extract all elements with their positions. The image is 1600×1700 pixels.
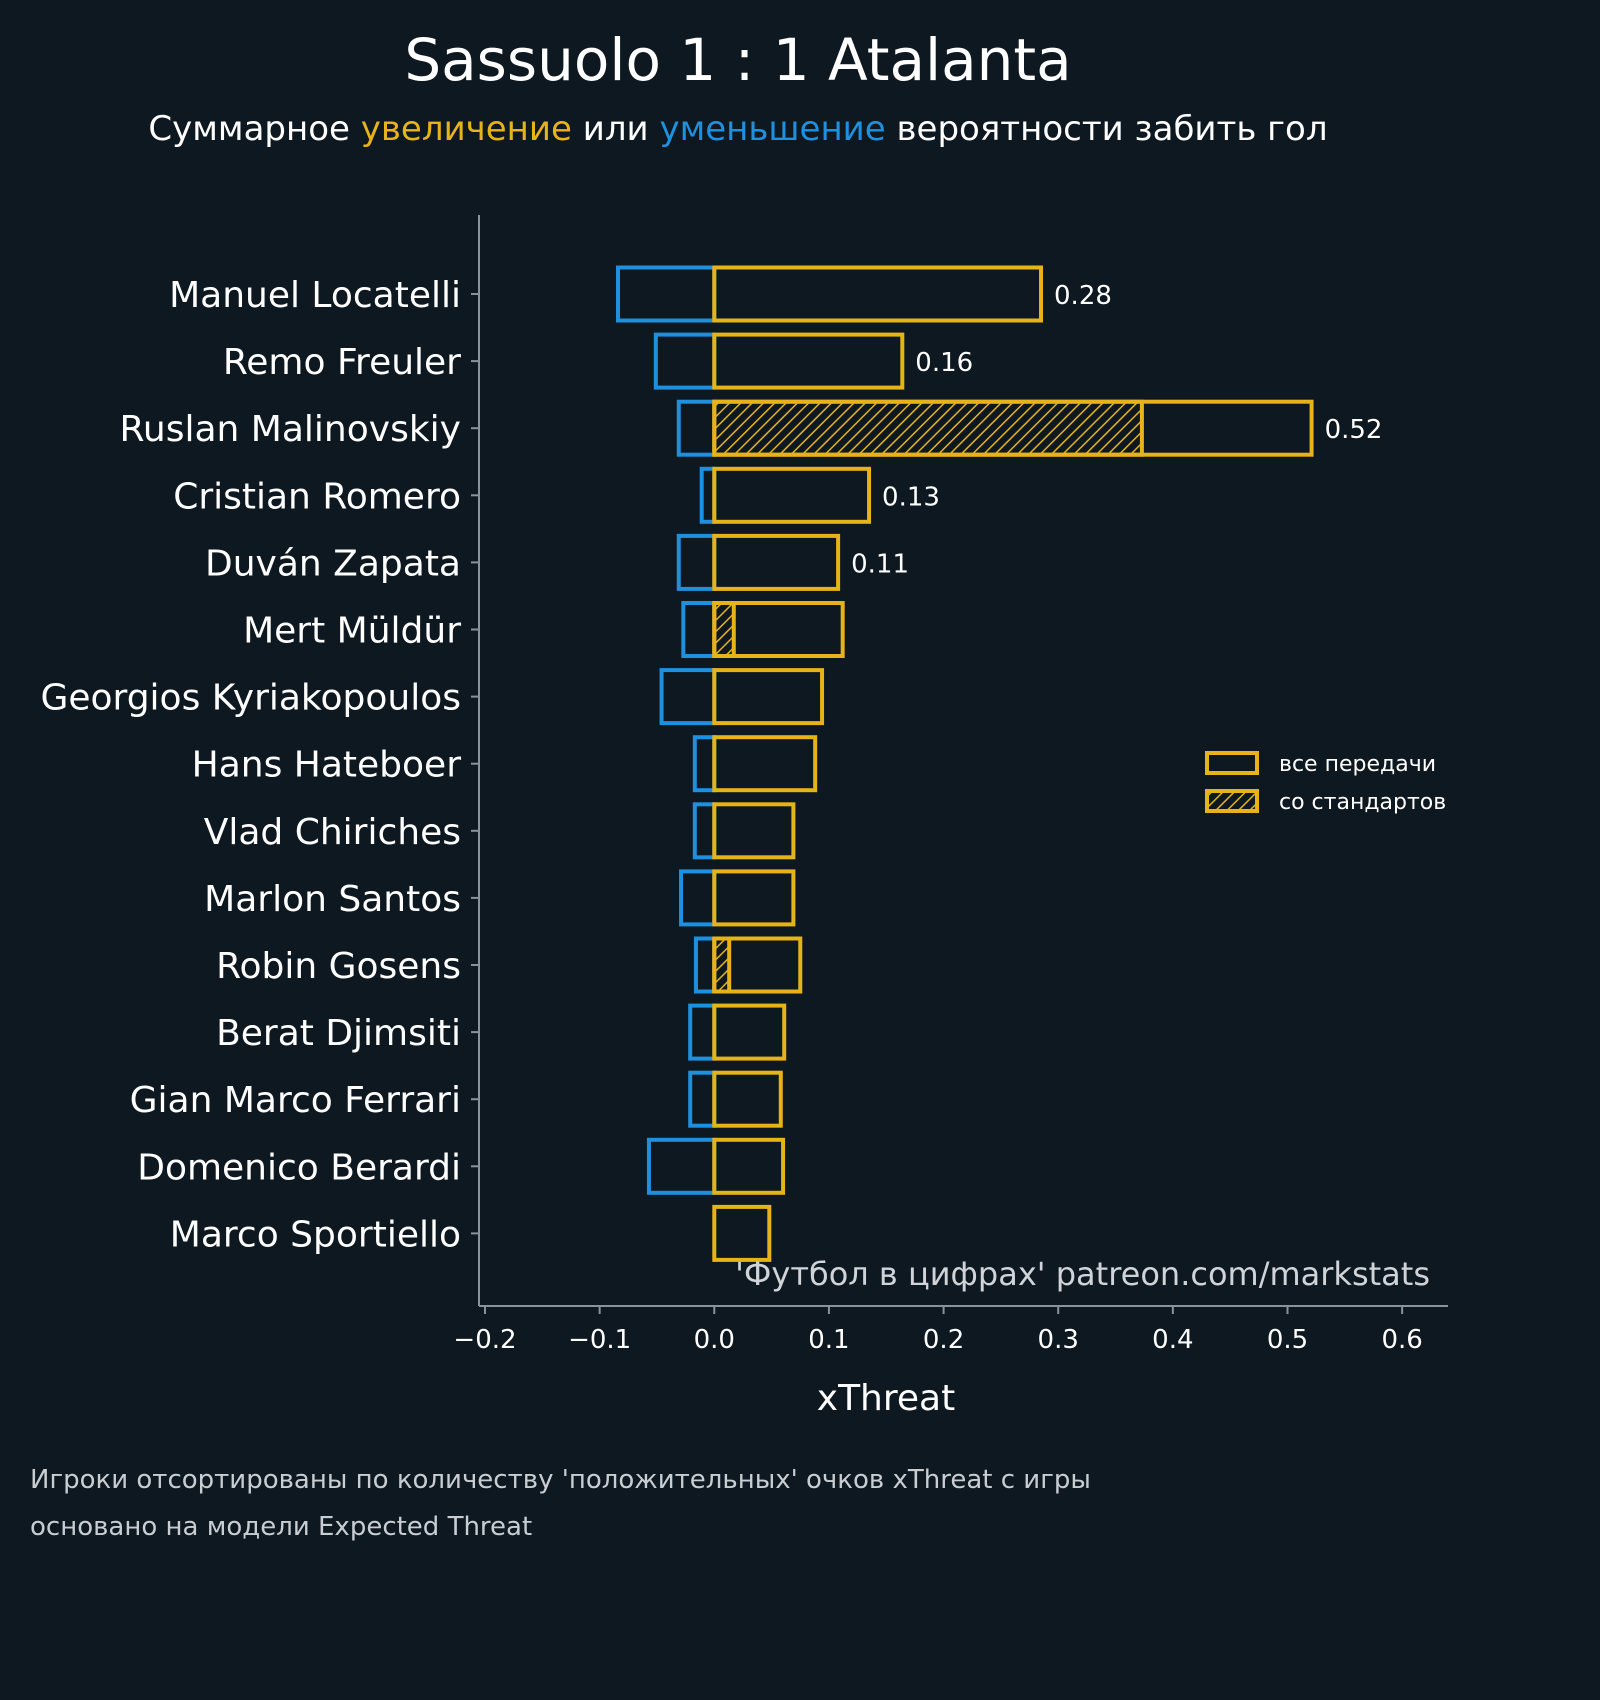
bar-negative (659, 668, 717, 726)
subtitle-post: вероятности забить гол (886, 109, 1328, 149)
bar-negative (692, 802, 717, 860)
bar-negative (693, 936, 717, 994)
bar-all-passes (712, 399, 1314, 457)
bar-negative (646, 1137, 717, 1195)
player-label: Ruslan Malinovskiy (120, 409, 461, 450)
player-label: Mert Müldür (243, 611, 461, 652)
subtitle-mid: или (572, 109, 660, 149)
bar-negative (615, 265, 717, 323)
bar-negative (688, 1003, 717, 1061)
x-axis-label: xThreat (817, 1378, 955, 1419)
legend-label-all-passes: все передачи (1279, 752, 1436, 777)
x-tick-label: 0.4 (1152, 1325, 1193, 1355)
footnote-sorting: Игроки отсортированы по количеству 'поло… (30, 1465, 1091, 1495)
bar-all-passes (712, 1204, 772, 1262)
player-label: Duván Zapata (205, 543, 461, 584)
bar-negative (692, 735, 717, 793)
bar-all-passes (712, 1137, 786, 1195)
player-label: Berat Djimsiti (216, 1013, 461, 1054)
bar-negative (676, 533, 717, 591)
chart-title: Sassuolo 1 : 1 Atalanta (404, 26, 1071, 94)
x-tick-label: 0.6 (1381, 1325, 1422, 1355)
value-label: 0.28 (1054, 281, 1112, 311)
x-tick-label: 0.0 (694, 1325, 735, 1355)
legend-swatch-all-passes (1205, 751, 1259, 775)
x-tick-label: 0.2 (923, 1325, 964, 1355)
bar-all-passes (712, 466, 872, 524)
bar-negative (676, 399, 717, 457)
xthreat-chart: Sassuolo 1 : 1 Atalanta Суммарное увелич… (30, 26, 1448, 1542)
value-label: 0.11 (851, 549, 909, 579)
player-label: Manuel Locatelli (169, 275, 461, 316)
bar-all-passes (712, 533, 841, 591)
legend-label-set-pieces: со стандартов (1279, 790, 1446, 815)
player-label: Gian Marco Ferrari (130, 1080, 461, 1121)
footnote-model: основано на модели Expected Threat (30, 1512, 532, 1542)
player-label: Hans Hateboer (192, 745, 462, 786)
subtitle-pre: Суммарное (148, 109, 360, 149)
player-label: Robin Gosens (216, 946, 461, 987)
subtitle-decrease: уменьшение (659, 109, 885, 149)
x-tick-label: 0.3 (1038, 1325, 1079, 1355)
bar-all-passes (712, 601, 845, 658)
watermark: 'Футбол в цифрах' patreon.com/markstats (735, 1255, 1430, 1293)
bar-all-passes (712, 936, 803, 994)
bar-all-passes (712, 1070, 783, 1128)
x-tick-label: −0.2 (453, 1325, 516, 1355)
bar-negative (679, 869, 717, 927)
bar-negative (681, 601, 717, 658)
player-label: Marlon Santos (204, 879, 461, 920)
bar-all-passes (712, 668, 825, 726)
player-label: Georgios Kyriakopoulos (40, 678, 461, 719)
bar-set-pieces (712, 936, 732, 994)
bar-all-passes (712, 802, 796, 860)
player-label: Remo Freuler (223, 342, 461, 383)
player-label: Domenico Berardi (137, 1147, 461, 1188)
bar-all-passes (712, 735, 818, 793)
bar-all-passes (712, 869, 796, 927)
player-label: Cristian Romero (173, 476, 461, 517)
player-label: Vlad Chiriches (204, 812, 461, 853)
x-tick-label: 0.5 (1267, 1325, 1308, 1355)
value-label: 0.16 (915, 348, 973, 378)
x-tick-label: 0.1 (808, 1325, 849, 1355)
bar-all-passes (712, 332, 905, 390)
x-tick-label: −0.1 (568, 1325, 631, 1355)
chart-subtitle: Суммарное увеличение или уменьшение веро… (148, 109, 1327, 149)
bar-all-passes (712, 1003, 787, 1061)
bar-negative (688, 1070, 717, 1128)
player-label: Marco Sportiello (170, 1214, 461, 1255)
bar-all-passes (712, 265, 1044, 323)
bar-negative (653, 332, 717, 390)
subtitle-increase: увеличение (361, 109, 572, 149)
legend: все передачи со стандартов (1205, 751, 1446, 815)
bar-set-pieces (712, 399, 1144, 457)
bar-set-pieces (712, 601, 736, 658)
plot-area: −0.2 −0.1 0.0 0.1 0.2 0.3 0.4 0.5 0.6 Manuel Loca… (40, 215, 1448, 1355)
value-label: 0.13 (882, 482, 940, 512)
legend-swatch-set-pieces (1205, 789, 1259, 813)
value-label: 0.52 (1325, 415, 1383, 445)
